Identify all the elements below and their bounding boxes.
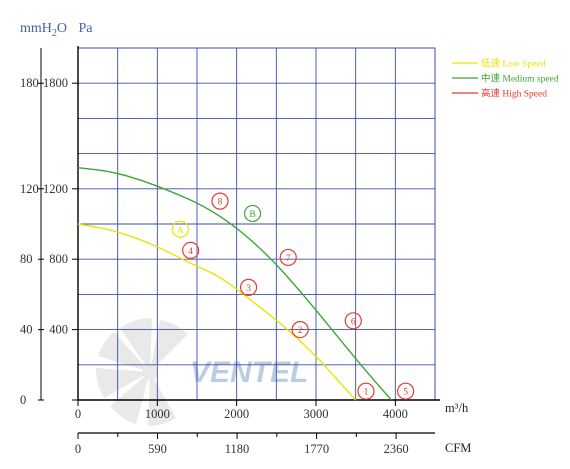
marker-circle-6: [344, 312, 362, 330]
legend-label-1: 中速 Medium speed: [481, 73, 559, 85]
x-tick-label-m3h: 1000: [145, 407, 170, 421]
y-tick-label-pa: 800: [49, 252, 68, 266]
y-tick-label-mmh2o: 180: [20, 76, 39, 90]
y-tick-label-mmh2o: 40: [20, 323, 33, 337]
cfm-tick-label: 0: [75, 442, 81, 456]
marker-circle-5: [397, 382, 415, 400]
marker-label-5: 5: [403, 388, 408, 398]
y-tick-label-pa: 1800: [43, 76, 68, 90]
x-tick-label-m3h: 0: [75, 407, 81, 421]
marker-circle-A: [171, 220, 189, 238]
y-tick-label-mmh2o: 80: [20, 252, 33, 266]
x-tick-label-m3h: 2000: [224, 407, 249, 421]
y-unit-mmh2o-prefix: mmH: [20, 21, 52, 36]
x-axis-unit-cfm: CFM: [445, 441, 471, 455]
x-axis-unit-m3h: m³/h: [445, 401, 469, 415]
cfm-tick-label: 1770: [304, 442, 329, 456]
legend-label-2: 高速 High Speed: [481, 88, 547, 100]
x-tick-label-m3h: 4000: [383, 407, 408, 421]
y-tick-label-mmh2o: 0: [20, 393, 26, 407]
point-markers: 1 2 3 4 5 6 7 8 A B: [171, 192, 415, 400]
y-unit-pa: Pa: [79, 21, 94, 36]
y-unit-mmh2o-sub: 2: [52, 28, 57, 39]
marker-circle-1: [357, 382, 375, 400]
x-tick-label-m3h: 3000: [304, 407, 329, 421]
cfm-axis: 0 590 1180 1770 2360: [75, 432, 435, 456]
x-axis-ticks: 0 1000 2000 3000 4000: [75, 400, 408, 421]
grid: [77, 47, 436, 401]
marker-label-B: B: [249, 210, 255, 220]
marker-circle-3: [239, 278, 258, 296]
marker-label-4: 4: [188, 247, 193, 257]
y-tick-label-pa: 1200: [43, 182, 68, 196]
y-axis-ticks: 0 40 400 80 800 120 1200 180 1800: [20, 48, 78, 407]
cfm-tick-label: 1180: [225, 442, 250, 456]
axes: [77, 46, 440, 401]
series-curves: [77, 166, 392, 401]
marker-label-3: 3: [246, 284, 251, 294]
series-line-0: [77, 223, 357, 401]
marker-label-2: 2: [298, 326, 303, 336]
legend: 低速 Low Speed 中速 Medium speed 高速 High Speed: [452, 58, 559, 100]
y-tick-label-pa: 400: [49, 323, 68, 337]
marker-circle-2: [291, 321, 309, 339]
cfm-tick-label: 2360: [384, 442, 409, 456]
marker-circle-7: [279, 248, 297, 267]
marker-circle-4: [182, 241, 200, 259]
watermark-text: VENTEL: [190, 356, 308, 389]
series-line-1: [77, 166, 392, 401]
legend-label-0: 低速 Low Speed: [481, 58, 546, 70]
marker-circle-8: [211, 192, 229, 210]
watermark-fan-icon: [95, 317, 188, 426]
marker-label-1: 1: [364, 388, 369, 398]
cfm-tick-label: 590: [148, 442, 167, 456]
marker-label-7: 7: [286, 254, 291, 264]
marker-label-8: 8: [218, 198, 223, 208]
y-unit-label: mmH2O Pa: [20, 21, 93, 39]
marker-circle-B: [243, 204, 262, 223]
marker-label-6: 6: [351, 317, 356, 327]
y-tick-label-mmh2o: 120: [20, 182, 39, 196]
y-unit-mmh2o-suffix: O: [57, 21, 67, 36]
marker-label-A: A: [177, 226, 184, 236]
